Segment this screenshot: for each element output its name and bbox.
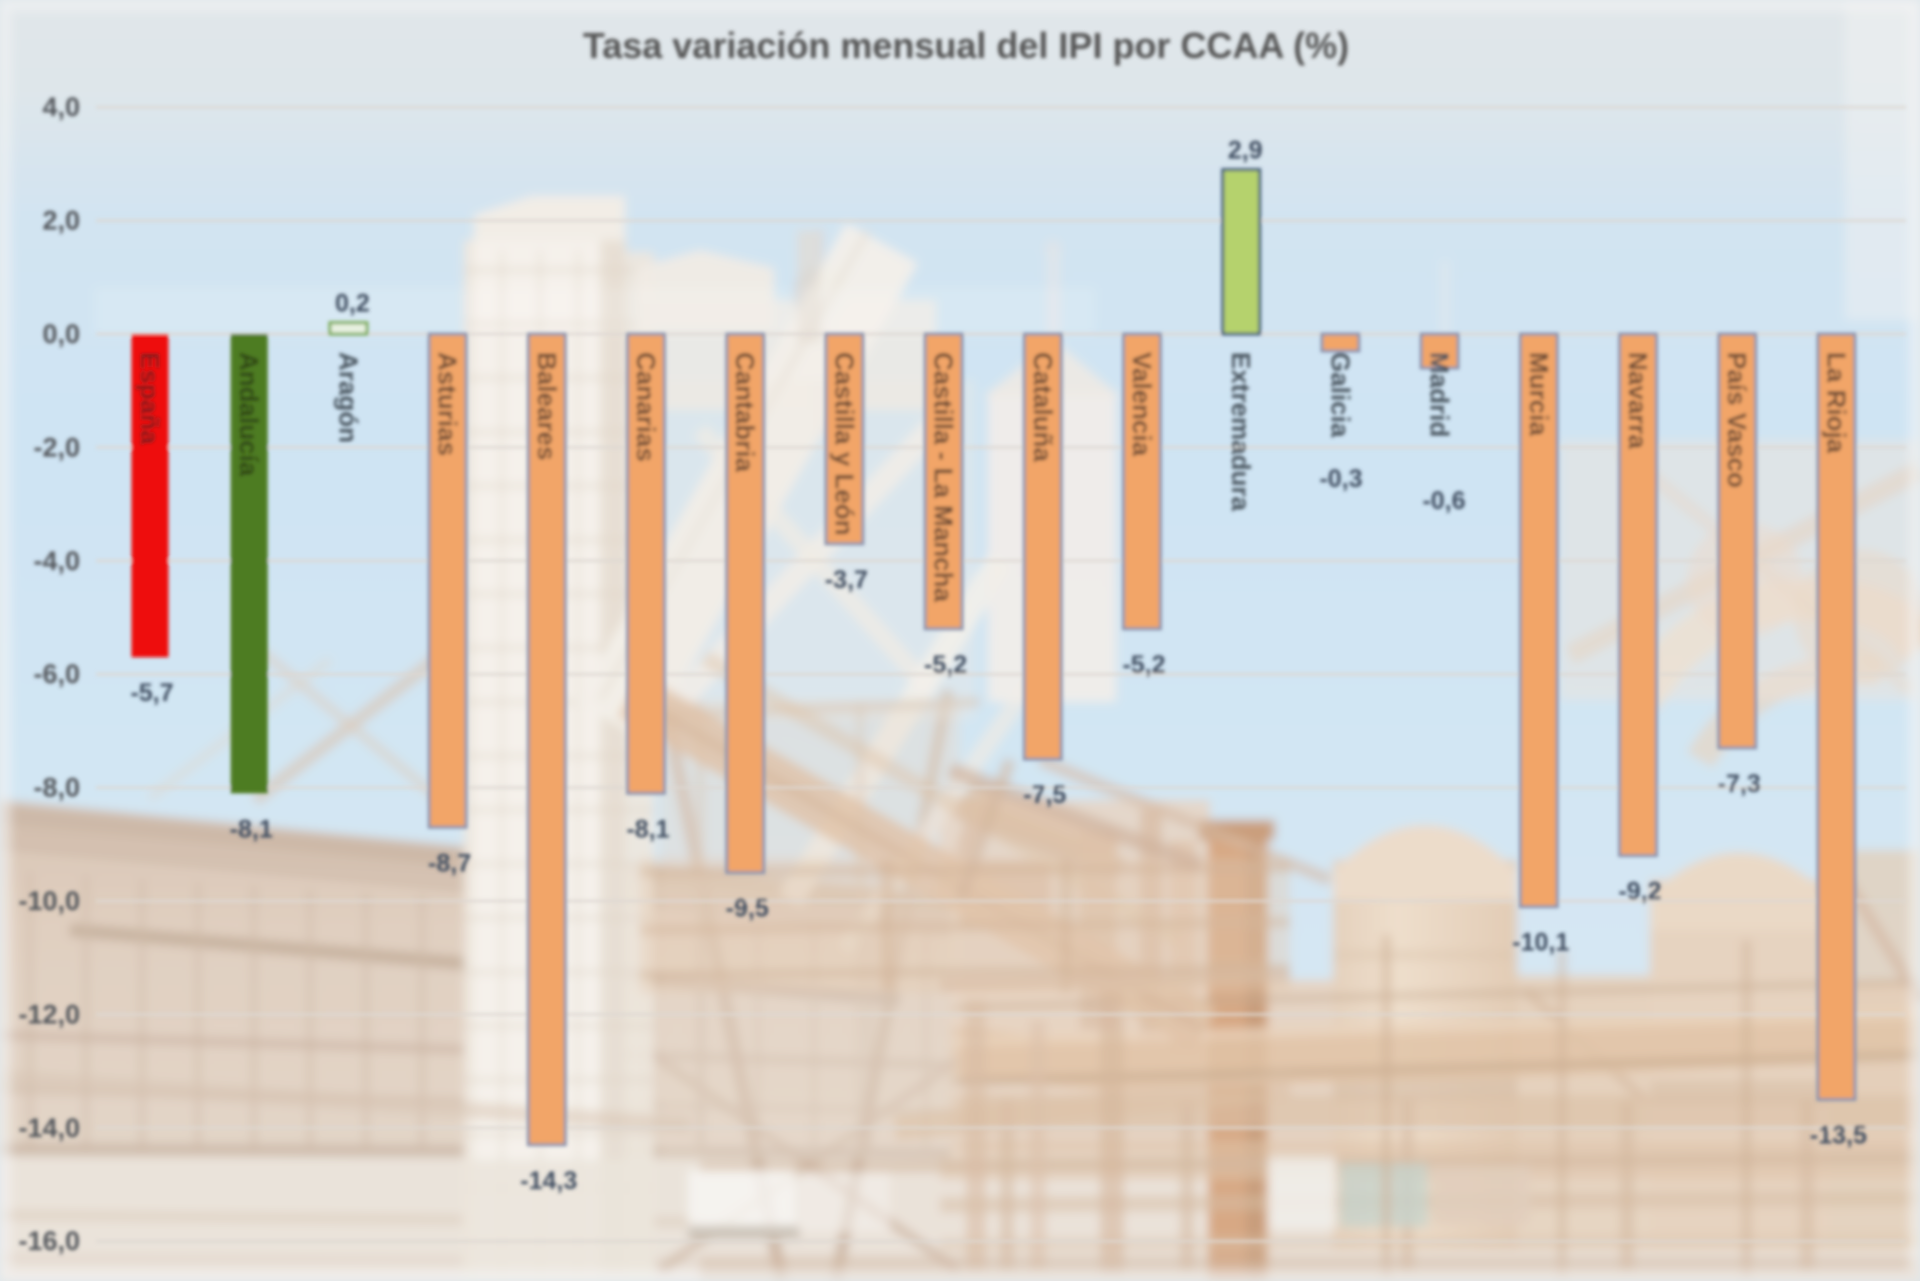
svg-text:-3,7: -3,7 xyxy=(825,566,868,594)
svg-text:-7,3: -7,3 xyxy=(1718,770,1761,798)
svg-text:Navarra: Navarra xyxy=(1623,352,1653,449)
svg-text:-5,2: -5,2 xyxy=(924,651,967,679)
svg-text:2,9: 2,9 xyxy=(1228,137,1263,165)
svg-text:-10,0: -10,0 xyxy=(18,886,80,916)
svg-text:0,2: 0,2 xyxy=(335,290,370,318)
svg-text:Valencia: Valencia xyxy=(1127,352,1157,457)
svg-text:Baleares: Baleares xyxy=(532,352,562,460)
svg-text:Andalucía: Andalucía xyxy=(234,352,264,477)
svg-text:Galicia: Galicia xyxy=(1325,352,1355,438)
svg-text:-0,3: -0,3 xyxy=(1319,465,1362,493)
svg-text:-5,7: -5,7 xyxy=(130,679,173,707)
svg-text:La Rioja: La Rioja xyxy=(1821,352,1851,454)
svg-text:-5,2: -5,2 xyxy=(1122,651,1165,679)
svg-text:Cataluña: Cataluña xyxy=(1028,352,1058,462)
svg-text:Madrid: Madrid xyxy=(1425,352,1455,437)
svg-text:Asturias: Asturias xyxy=(433,352,463,456)
svg-text:Extremadura: Extremadura xyxy=(1226,352,1256,511)
svg-text:España: España xyxy=(135,352,165,445)
svg-text:-4,0: -4,0 xyxy=(33,546,80,576)
svg-text:-10,1: -10,1 xyxy=(1512,929,1569,957)
svg-text:-14,0: -14,0 xyxy=(18,1113,80,1143)
svg-text:Canarias: Canarias xyxy=(631,352,661,462)
svg-text:Castilla - La Mancha: Castilla - La Mancha xyxy=(929,352,959,602)
svg-text:4,0: 4,0 xyxy=(42,92,80,122)
svg-text:-8,1: -8,1 xyxy=(230,815,273,843)
svg-text:Aragón: Aragón xyxy=(333,352,363,443)
svg-text:-8,7: -8,7 xyxy=(428,849,471,877)
svg-text:Castilla y León: Castilla y León xyxy=(829,352,859,536)
svg-text:-2,0: -2,0 xyxy=(33,432,80,462)
svg-text:-0,6: -0,6 xyxy=(1422,487,1465,515)
svg-text:País Vasco: País Vasco xyxy=(1722,352,1752,488)
svg-text:Tasa variación mensual del IPI: Tasa variación mensual del IPI por CCAA … xyxy=(583,25,1349,66)
svg-text:-9,5: -9,5 xyxy=(726,895,769,923)
svg-text:-16,0: -16,0 xyxy=(18,1226,80,1256)
svg-text:Cantabria: Cantabria xyxy=(730,352,760,472)
svg-text:2,0: 2,0 xyxy=(42,206,80,236)
svg-text:-6,0: -6,0 xyxy=(33,659,80,689)
svg-text:-8,1: -8,1 xyxy=(626,815,669,843)
svg-text:0,0: 0,0 xyxy=(42,319,80,349)
svg-text:-13,5: -13,5 xyxy=(1810,1122,1867,1150)
svg-text:Murcia: Murcia xyxy=(1524,352,1554,436)
svg-text:-14,3: -14,3 xyxy=(520,1167,577,1195)
svg-text:-9,2: -9,2 xyxy=(1618,878,1661,906)
svg-text:-7,5: -7,5 xyxy=(1023,781,1066,809)
svg-text:-8,0: -8,0 xyxy=(33,773,80,803)
svg-text:-12,0: -12,0 xyxy=(18,999,80,1029)
